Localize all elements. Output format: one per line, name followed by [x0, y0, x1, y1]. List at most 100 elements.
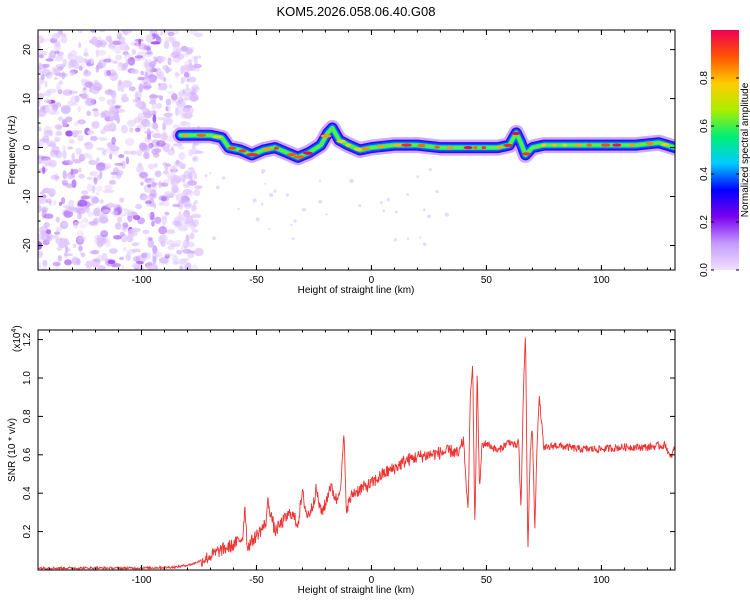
- noise-blob: [109, 179, 116, 185]
- noise-blob: [51, 33, 61, 40]
- noise-blob: [128, 86, 136, 92]
- colorbar: 0.0 0.2 0.4 0.6 0.8 Normalized spectral ampl…: [699, 30, 750, 277]
- noise-blob: [134, 103, 143, 107]
- noise-blob: [172, 165, 177, 173]
- noise-blob: [110, 210, 119, 216]
- noise-speck: [269, 193, 274, 198]
- noise-blob: [112, 97, 117, 105]
- noise-blob: [136, 164, 144, 173]
- noise-speck: [419, 236, 422, 239]
- noise-blob: [58, 80, 64, 85]
- noise-blob: [146, 202, 150, 207]
- noise-blob: [96, 62, 104, 70]
- noise-blob: [38, 100, 41, 107]
- noise-blob: [63, 253, 74, 257]
- noise-blob: [127, 56, 136, 66]
- noise-blob: [85, 260, 92, 270]
- noise-blob: [69, 70, 75, 76]
- noise-blob: [86, 110, 92, 117]
- noise-blob: [196, 250, 201, 256]
- noise-blob: [62, 58, 67, 67]
- noise-blob: [91, 185, 96, 194]
- noise-blob: [164, 253, 174, 257]
- noise-blob: [135, 203, 143, 210]
- noise-blob: [191, 213, 202, 219]
- ridge-hotspot: [286, 153, 296, 157]
- x-tick-label: -50: [249, 275, 264, 286]
- noise-blob: [120, 124, 128, 134]
- noise-blob: [54, 132, 58, 140]
- noise-blob: [162, 122, 166, 131]
- noise-blob: [158, 226, 168, 235]
- noise-blob: [79, 93, 83, 97]
- colorbar-tick-label: 0.8: [699, 71, 710, 85]
- noise-blob: [70, 95, 78, 104]
- noise-blob: [135, 90, 142, 100]
- noise-blob: [88, 250, 99, 255]
- noise-blob: [48, 129, 54, 136]
- noise-blob: [77, 212, 83, 220]
- colorbar-bar: [711, 30, 739, 270]
- noise-blob: [171, 51, 180, 58]
- noise-blob: [77, 119, 86, 125]
- noise-blob: [136, 149, 143, 157]
- noise-blob: [125, 253, 131, 261]
- noise-blob: [158, 180, 162, 189]
- noise-blob: [107, 203, 117, 208]
- noise-blob: [158, 56, 167, 62]
- noise-blob: [142, 251, 151, 260]
- noise-blob: [170, 243, 181, 247]
- noise-blob: [152, 256, 157, 265]
- noise-speck: [268, 227, 271, 230]
- x-tick-label: -100: [131, 575, 151, 586]
- ridge-hotspot: [393, 143, 403, 147]
- noise-blob: [155, 102, 163, 110]
- noise-blob: [163, 119, 173, 126]
- colorbar-ticks: 0.0 0.2 0.4 0.6 0.8: [699, 71, 739, 277]
- noise-blob: [44, 80, 48, 88]
- noise-blob: [164, 162, 169, 172]
- noise-blob: [141, 252, 148, 258]
- ridge-hotspot: [182, 133, 189, 137]
- ridge-hotspot: [574, 143, 582, 147]
- noise-blob: [131, 227, 141, 233]
- noise-blob: [178, 152, 186, 161]
- noise-blob: [64, 250, 68, 259]
- noise-blob: [38, 35, 45, 44]
- snr-series-line: [38, 337, 675, 570]
- noise-blob: [115, 169, 124, 177]
- noise-blob: [109, 153, 113, 160]
- noise-blob: [73, 62, 80, 70]
- noise-blob: [159, 71, 165, 81]
- noise-blob: [131, 248, 141, 253]
- ridge-hotspot: [629, 143, 636, 147]
- noise-blob: [54, 76, 58, 81]
- noise-blob: [43, 91, 52, 97]
- noise-blob: [173, 216, 182, 225]
- noise-blob: [38, 70, 45, 74]
- noise-blob: [38, 126, 42, 132]
- snr-y-axis: 0.2 0.4 0.6 0.8 1.0 1.2: [22, 332, 675, 539]
- noise-blob: [149, 198, 155, 207]
- noise-blob: [110, 171, 119, 176]
- noise-speck: [428, 168, 432, 172]
- noise-blob: [97, 265, 106, 270]
- noise-blob: [110, 113, 114, 123]
- noise-blob: [119, 213, 126, 217]
- ridge-hotspot: [645, 142, 654, 146]
- noise-blob: [121, 160, 126, 169]
- noise-blob: [59, 201, 63, 206]
- noise-blob: [147, 184, 152, 188]
- noise-speck: [264, 182, 267, 185]
- noise-blob: [191, 67, 201, 72]
- noise-speck: [325, 213, 328, 216]
- noise-blob: [40, 73, 45, 81]
- noise-blob: [147, 237, 153, 241]
- colorbar-tick-label: 0.0: [699, 263, 710, 277]
- noise-blob: [64, 245, 69, 254]
- noise-speck: [209, 172, 212, 175]
- noise-blob: [118, 154, 125, 159]
- noise-blob: [161, 215, 168, 225]
- noise-blob: [79, 224, 86, 229]
